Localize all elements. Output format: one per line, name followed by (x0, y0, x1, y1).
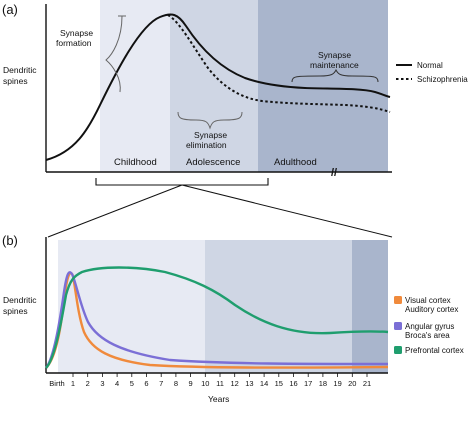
x-tick-label: 1 (71, 379, 75, 388)
legend-schizophrenia-label: Schizophrenia (417, 75, 468, 84)
panel-b-xlabel: Years (208, 394, 229, 404)
x-tick-label: 21 (363, 379, 371, 388)
x-tick-label: 8 (174, 379, 178, 388)
elimination-brace (177, 111, 243, 130)
legend-angular-label-2: Broca's area (405, 331, 450, 340)
x-tick-label: 12 (231, 379, 239, 388)
axis-break: // (331, 167, 337, 179)
x-tick-label: 15 (275, 379, 283, 388)
zoom-bracket (95, 178, 269, 186)
x-tick-label: 14 (260, 379, 268, 388)
panel-a-ylabel-1: Dendritic (3, 65, 37, 75)
b-adulthood-region (352, 240, 388, 373)
childhood-region (100, 0, 170, 172)
x-tick-label: 3 (100, 379, 104, 388)
elimination-label-1: Synapse (194, 130, 227, 140)
x-tick-label: 9 (189, 379, 193, 388)
normal-curve (45, 13, 391, 161)
x-tick-label: 18 (319, 379, 327, 388)
x-tick-label: 4 (115, 379, 119, 388)
formation-label-1: Synapse (60, 28, 93, 38)
x-tick-label: 13 (245, 379, 253, 388)
legend-normal-label: Normal (417, 61, 443, 70)
x-tick-label: Birth (49, 379, 64, 388)
x-tick-label: 2 (86, 379, 90, 388)
maintenance-label-1: Synapse (318, 50, 351, 60)
angular-broca-curve (44, 271, 389, 369)
x-tick-label: 7 (159, 379, 163, 388)
legend-visual-label-2: Auditory cortex (405, 305, 458, 314)
stage-adulthood: Adulthood (274, 157, 317, 168)
legend-prefrontal-swatch (394, 346, 402, 354)
stage-adolescence: Adolescence (186, 157, 240, 168)
x-tick-label: 11 (216, 379, 224, 388)
x-tick-label: 5 (130, 379, 134, 388)
panel-b-ylabel-2: spines (3, 306, 28, 316)
legend-prefrontal-label: Prefrontal cortex (405, 346, 464, 355)
zoom-line-right (181, 184, 393, 238)
panel-b-ylabel-1: Dendritic (3, 295, 37, 305)
legend-visual-swatch (394, 296, 402, 304)
formation-label-2: formation (56, 38, 92, 48)
zoom-line-left (47, 184, 183, 238)
elimination-label-2: elimination (186, 140, 227, 150)
panel-b-label: (b) (2, 233, 18, 248)
b-childhood-region (58, 240, 205, 373)
prefrontal-curve (45, 266, 389, 369)
formation-brace (105, 15, 126, 93)
x-tick-label: 16 (289, 379, 297, 388)
legend-visual-label-1: Visual cortex (405, 296, 451, 305)
x-tick-label: 20 (348, 379, 356, 388)
x-tick-label: 19 (333, 379, 341, 388)
maintenance-brace (291, 68, 379, 83)
adolescence-region (170, 0, 258, 172)
x-tick-label: 6 (144, 379, 148, 388)
schizophrenia-curve (167, 14, 391, 113)
x-tick-label: 10 (201, 379, 209, 388)
panel-a-ylabel-2: spines (3, 76, 28, 86)
panel-a-label: (a) (2, 2, 18, 17)
stage-childhood: Childhood (114, 157, 157, 168)
x-tick-label: 17 (304, 379, 312, 388)
maintenance-label-2: maintenance (310, 60, 359, 70)
b-adolescence-region (205, 240, 352, 373)
panel-b-tick-labels: Birth 1 2 3 4 5 6 7 8 9 10 11 12 13 14 15 16 17 18 19 20 21 (49, 373, 371, 388)
legend-angular-label-1: Angular gyrus (405, 322, 454, 331)
legend-angular-swatch (394, 322, 402, 330)
